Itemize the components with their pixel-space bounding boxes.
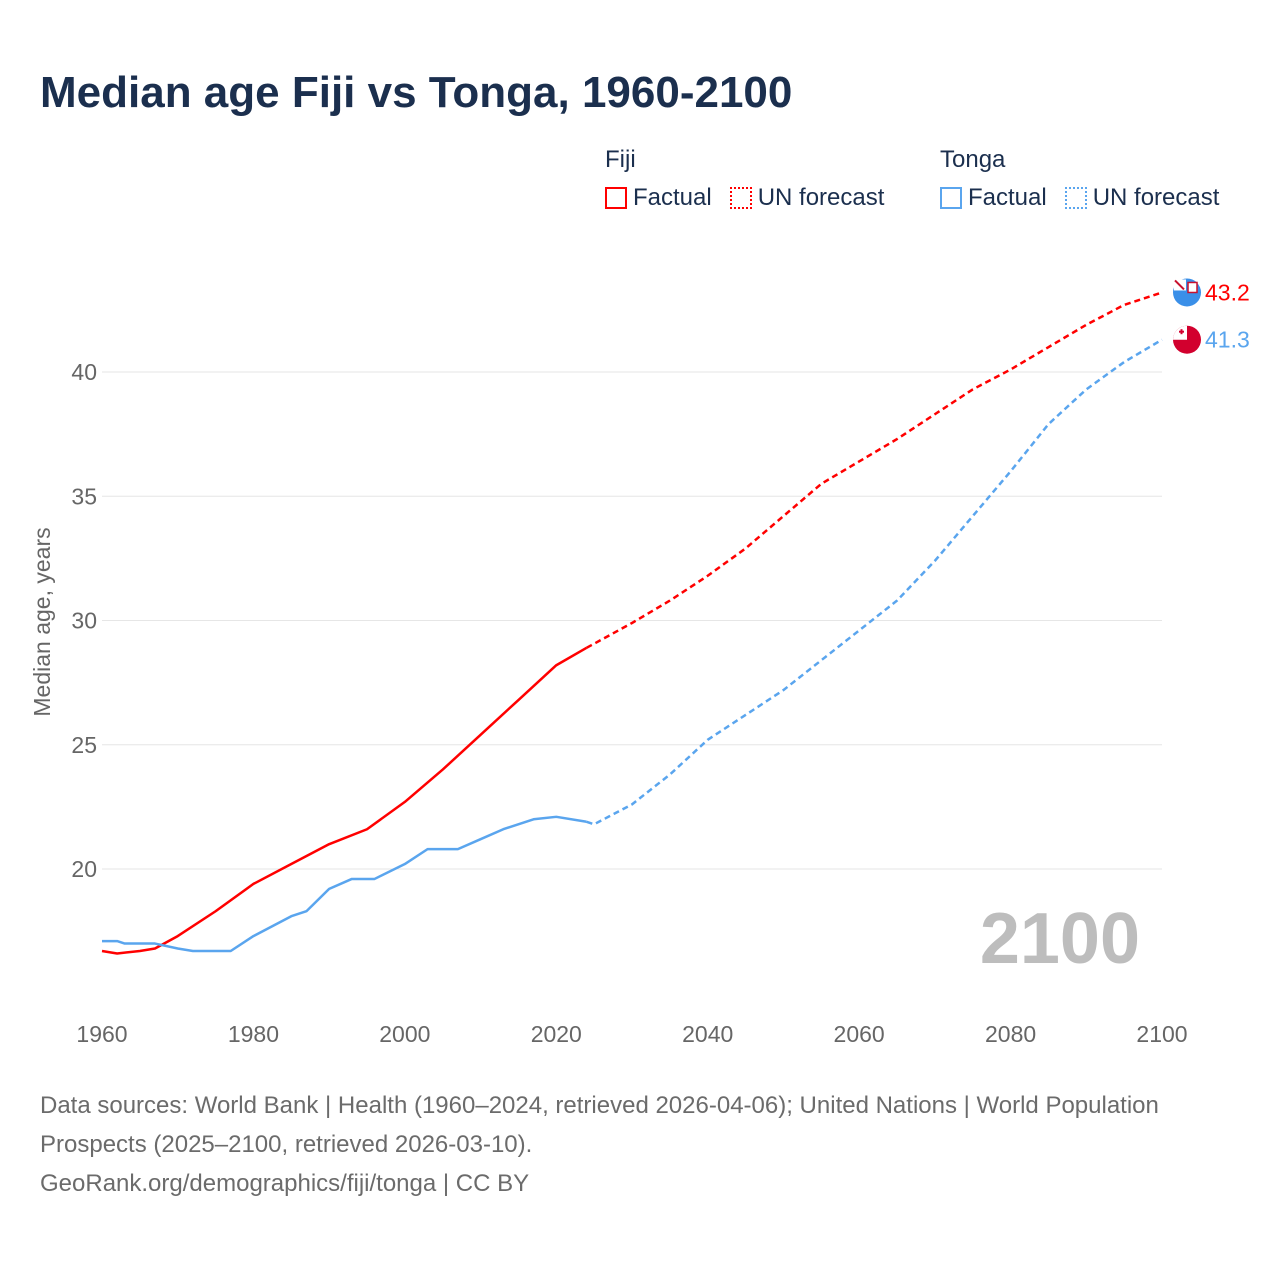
- x-tick-label: 2040: [682, 1021, 733, 1047]
- legend-tonga-factual[interactable]: Factual: [940, 184, 1047, 212]
- tonga-end-label: 41.3: [1205, 327, 1250, 353]
- x-tick-label: 2100: [1136, 1021, 1187, 1047]
- legend-tonga-forecast[interactable]: UN forecast: [1064, 184, 1220, 212]
- legend-tonga: Tonga Factual UN forecast: [940, 146, 1219, 212]
- y-tick-label: 35: [71, 483, 97, 509]
- fiji-factual-line: [101, 646, 588, 955]
- data-sources: Data sources: World Bank | Health (1960–…: [40, 1092, 1159, 1158]
- x-tick-label: 1980: [228, 1021, 279, 1047]
- legend-fiji-factual[interactable]: Factual: [605, 184, 712, 212]
- y-tick-label: 40: [71, 359, 97, 385]
- tonga-flag-cross: [1180, 329, 1183, 335]
- legend-label: Factual: [968, 184, 1047, 211]
- tonga-factual-line: [102, 815, 587, 953]
- fiji-flag-shield: [1187, 281, 1198, 294]
- footer: Data sources: World Bank | Health (1960–…: [40, 1086, 1220, 1203]
- legend-label: Factual: [633, 184, 712, 211]
- chart-title: Median age Fiji vs Tonga, 1960-2100: [40, 68, 793, 117]
- legend-swatch-dotted: [729, 187, 752, 209]
- y-tick-label: 20: [71, 856, 97, 882]
- y-tick-label: 30: [71, 608, 97, 634]
- fiji-forecast-line: [585, 291, 1163, 649]
- year-watermark: 2100: [980, 899, 1140, 979]
- y-tick-label: 25: [71, 732, 97, 758]
- y-axis-label: Median age, years: [29, 527, 55, 716]
- tonga-forecast-line: [586, 338, 1163, 826]
- legend-label: UN forecast: [1092, 184, 1220, 211]
- x-tick-label: 2060: [834, 1021, 885, 1047]
- line-chart: 20 25 30 35 40 1960 1980 2000 2020 2040 2060 2080 21…: [29, 278, 1250, 1047]
- x-tick-label: 2020: [531, 1021, 582, 1047]
- x-tick-label: 2000: [379, 1021, 430, 1047]
- x-tick-label: 2080: [985, 1021, 1036, 1047]
- legend-label: UN forecast: [757, 184, 885, 211]
- legend-group-label: Tonga: [940, 146, 1006, 173]
- credit-link[interactable]: GeoRank.org/demographics/fiji/tonga | CC…: [40, 1170, 530, 1197]
- x-tick-label: 1960: [76, 1021, 127, 1047]
- legend-swatch-dotted: [1064, 187, 1087, 209]
- legend-swatch-solid: [940, 187, 962, 209]
- legend-fiji-forecast[interactable]: UN forecast: [729, 184, 885, 212]
- legend-fiji: Fiji Factual UN forecast: [605, 146, 884, 212]
- legend-swatch-solid: [605, 187, 627, 209]
- legend-group-label: Fiji: [605, 146, 636, 173]
- fiji-flag-cross: [1174, 279, 1185, 291]
- fiji-end-label: 43.2: [1205, 279, 1250, 305]
